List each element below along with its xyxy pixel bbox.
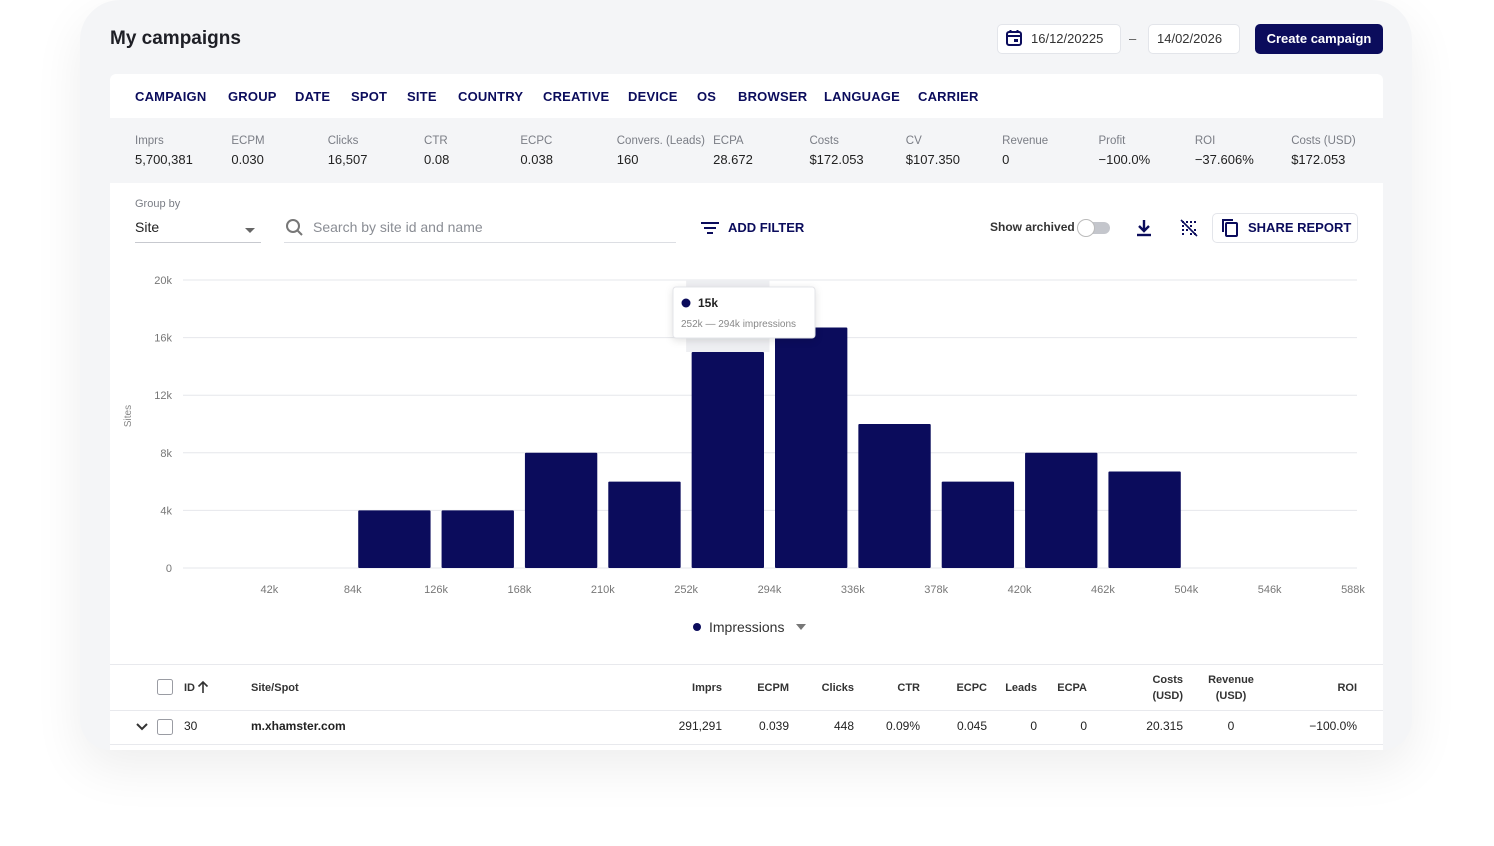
stat-label: Costs <box>809 135 839 147</box>
table-cell: 291,291 <box>678 719 722 733</box>
tab[interactable]: CAMPAIGN <box>135 89 207 104</box>
date-from-text: 16/12/20225 <box>1031 31 1104 46</box>
stat-value: 5,700,381 <box>135 152 193 167</box>
stat-value: 16,507 <box>327 152 368 167</box>
column-header[interactable]: CTR <box>897 682 920 694</box>
filter-icon <box>701 222 719 234</box>
tab[interactable]: SPOT <box>351 89 388 104</box>
chart-toggle-button[interactable] <box>1179 218 1199 238</box>
table-cell: 0 <box>1080 719 1087 733</box>
select-all-checkbox[interactable] <box>157 679 173 695</box>
table-cell: 0.09% <box>885 719 920 733</box>
select-decoration <box>135 228 261 243</box>
tab[interactable]: GROUP <box>228 89 277 104</box>
expand-chevron[interactable] <box>136 723 148 731</box>
table-cell: 0 <box>1030 719 1037 733</box>
table-cell: 0.039 <box>758 719 789 733</box>
stat-label: CV <box>905 135 922 147</box>
table-cell: 448 <box>833 719 854 733</box>
stat-label: Profit <box>1098 135 1126 147</box>
stat-value: $172.053 <box>809 152 864 167</box>
site-link: m.xhamster.com <box>251 719 346 733</box>
column-header[interactable]: ECPC <box>956 682 987 694</box>
table-cell: 0 <box>1227 719 1235 733</box>
stat-value: 160 <box>616 152 639 167</box>
stat-value: $172.053 <box>1291 152 1346 167</box>
tab[interactable]: CREATIVE <box>543 89 610 104</box>
group-by-select[interactable]: Site <box>135 219 160 235</box>
column-header[interactable]: Costs (USD) <box>1152 674 1183 702</box>
stat-label: Convers. (Leads) <box>616 135 705 147</box>
stat-value: −100.0% <box>1098 152 1151 167</box>
stat-label: Clicks <box>327 135 359 147</box>
share-report-text: SHARE REPORT <box>1248 220 1352 235</box>
stats-bar <box>110 118 1383 183</box>
column-header[interactable]: Imprs <box>692 682 722 694</box>
column-header[interactable]: Revenue (USD) <box>1208 674 1254 702</box>
column-header[interactable]: ECPA <box>1057 682 1087 694</box>
tab[interactable]: LANGUAGE <box>824 89 900 104</box>
column-header[interactable]: Clicks <box>821 682 854 694</box>
table-cell: 0.045 <box>956 719 987 733</box>
show-archived-label: Show archived <box>990 220 1075 234</box>
download-button[interactable] <box>1134 218 1154 238</box>
page-title: My campaigns <box>110 28 241 49</box>
stat-label: Revenue <box>1002 135 1049 147</box>
stat-label: Costs (USD) <box>1291 135 1356 147</box>
stat-value: 0.08 <box>424 152 450 167</box>
table-cell: 30 <box>184 719 198 733</box>
stat-value: $107.350 <box>905 152 961 167</box>
search-placeholder: Search by site id and name <box>313 219 483 235</box>
column-header[interactable]: ECPM <box>757 682 789 694</box>
column-header[interactable]: ID <box>184 682 195 694</box>
date-to-text: 14/02/2026 <box>1157 31 1223 46</box>
stat-value: 28.672 <box>713 152 753 167</box>
stat-label: ECPM <box>231 135 265 147</box>
tab[interactable]: DEVICE <box>628 89 678 104</box>
tab[interactable]: BROWSER <box>738 89 808 104</box>
tab[interactable]: SITE <box>407 89 437 104</box>
add-filter-button[interactable]: ADD FILTER <box>728 220 805 235</box>
table-cell: 20.315 <box>1146 719 1183 733</box>
column-header[interactable]: Leads <box>1005 682 1037 694</box>
create-campaign-button[interactable]: Create campaign <box>1255 24 1383 54</box>
stat-value: 0.030 <box>231 152 264 167</box>
sort-arrow[interactable] <box>197 680 209 693</box>
column-header[interactable]: Site/Spot <box>251 682 299 694</box>
copy-icon <box>1222 219 1238 237</box>
stat-label: ECPC <box>520 135 553 147</box>
date-to[interactable] <box>1148 24 1240 54</box>
tab[interactable]: DATE <box>295 89 331 104</box>
stat-label: ECPA <box>713 135 744 147</box>
show-archived-toggle[interactable] <box>1076 217 1112 239</box>
stat-value: 0 <box>1002 152 1010 167</box>
table-cell: −100.0% <box>1309 719 1357 733</box>
stat-value: 0.038 <box>520 152 553 167</box>
group-by-label: Group by <box>135 198 181 210</box>
date-separator: – <box>1129 31 1137 46</box>
search-field[interactable] <box>284 218 676 244</box>
column-header[interactable]: ROI <box>1337 682 1357 694</box>
row-checkbox[interactable] <box>157 719 173 735</box>
stat-value: −37.606% <box>1194 152 1254 167</box>
calendar-icon <box>1006 30 1022 46</box>
stat-label: CTR <box>424 135 448 147</box>
tab[interactable]: CARRIER <box>918 89 979 104</box>
stat-label: Imprs <box>135 135 164 147</box>
stat-label: ROI <box>1194 135 1216 147</box>
table-lines <box>110 664 1383 745</box>
tab[interactable]: OS <box>697 89 717 104</box>
tab[interactable]: COUNTRY <box>458 89 524 104</box>
